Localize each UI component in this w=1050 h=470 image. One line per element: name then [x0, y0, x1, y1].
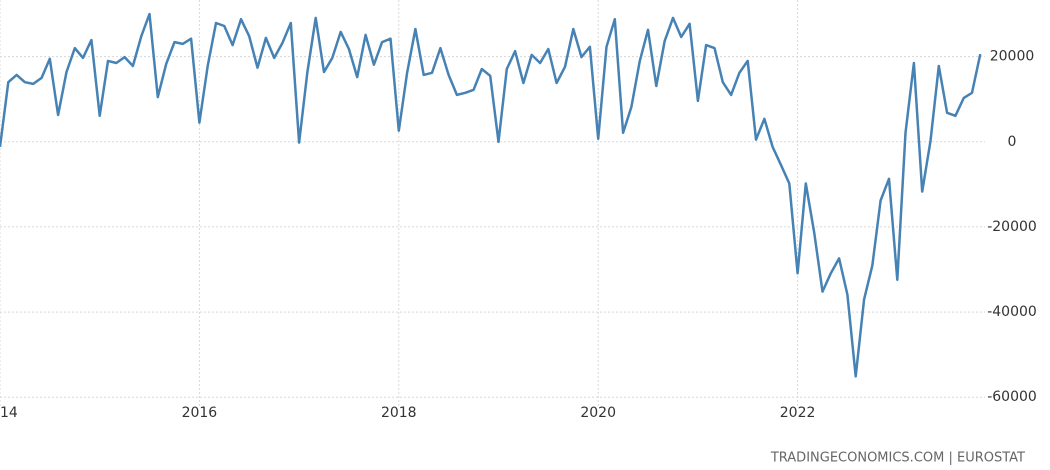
source: TRADINGECONOMICS.COM | EUROSTAT [770, 451, 1025, 466]
y-tick-label: -40000 [987, 304, 1037, 320]
y-tick-label: 0 [1008, 134, 1017, 150]
x-tick-label: 2022 [780, 405, 816, 421]
x-tick-label: 2016 [182, 405, 218, 421]
x-tick-label: 2020 [580, 405, 616, 421]
x-tick-label: 2014 [0, 405, 18, 421]
line [0, 12, 982, 378]
y-tick-label: 20000 [990, 49, 1035, 65]
x-tick-label: 2018 [381, 405, 417, 421]
y-tick-label: -60000 [987, 389, 1037, 405]
y-tick-label: -20000 [987, 219, 1037, 235]
